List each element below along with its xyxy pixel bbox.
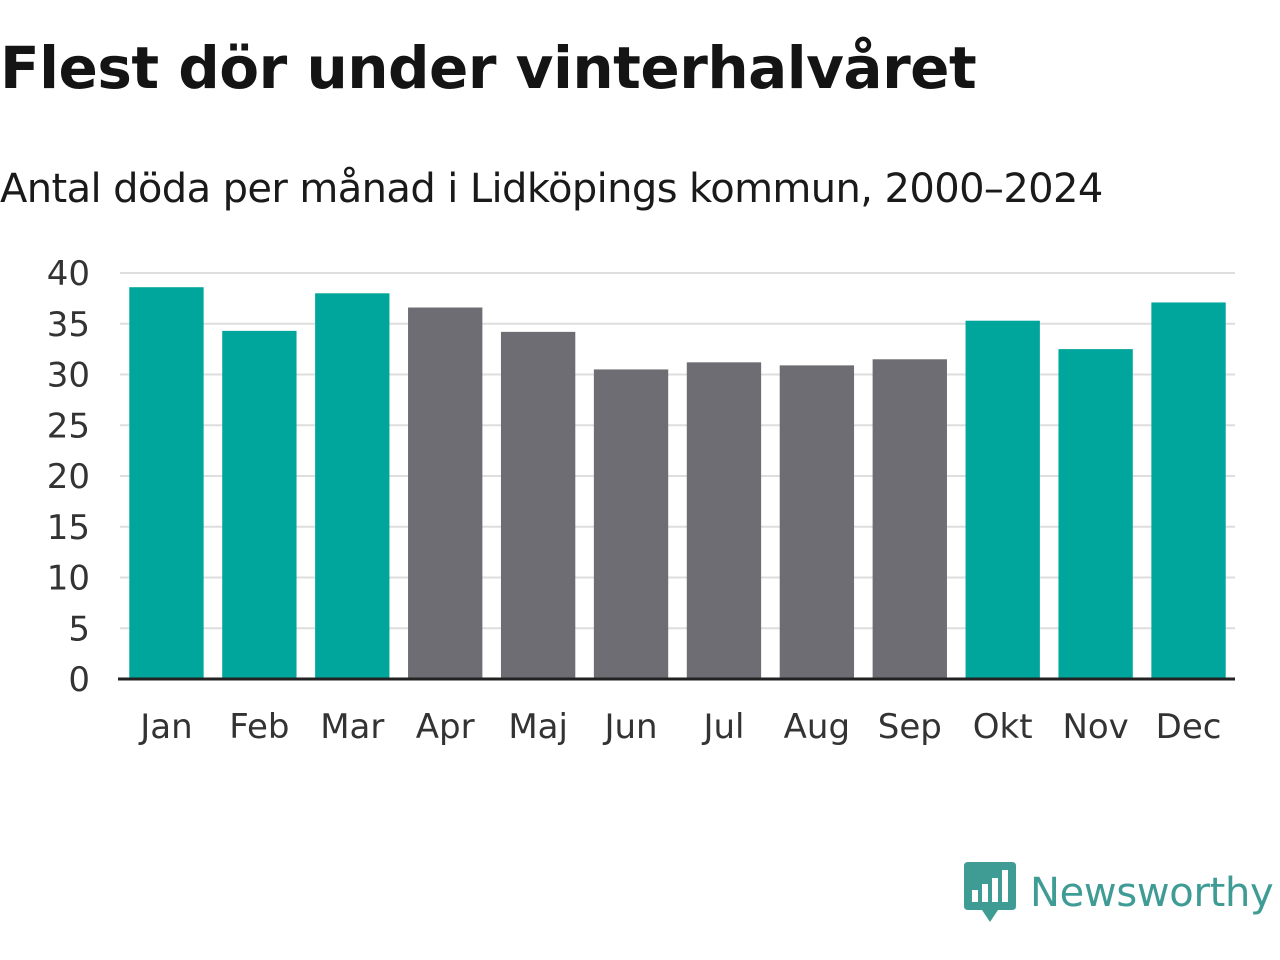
brand: Newsworthy [964, 862, 1274, 924]
x-axis-ticks: Jan Feb Mar Apr Maj Jun Jul Aug Sep Okt Nov Dec [138, 707, 1221, 747]
x-tick-label: Dec [1156, 707, 1222, 747]
y-tick-label: 30 [47, 356, 90, 396]
x-tick-label: Apr [416, 707, 475, 747]
bars [129, 287, 1226, 679]
bar-aug [779, 365, 855, 679]
bar-nov [1058, 349, 1133, 679]
x-tick-label: Okt [973, 707, 1033, 747]
x-tick-label: Mar [320, 707, 384, 747]
x-tick-label: Feb [229, 707, 289, 747]
bar-maj [500, 331, 576, 679]
chart-title: Flest dör under vinterhalvåret [0, 34, 977, 102]
y-tick-label: 0 [68, 660, 90, 700]
y-tick-label: 40 [47, 254, 90, 294]
newsworthy-logo-icon [964, 862, 1016, 922]
x-tick-label: Maj [508, 707, 568, 747]
y-tick-label: 25 [47, 406, 90, 446]
bar-mar [315, 293, 390, 679]
bar-sep [872, 359, 947, 679]
y-tick-label: 10 [47, 559, 90, 599]
bar-jan [129, 287, 204, 679]
y-tick-label: 35 [47, 305, 90, 345]
x-tick-label: Jan [138, 707, 192, 747]
x-tick-label: Jul [701, 707, 744, 747]
chart-subtitle: Antal döda per månad i Lidköpings kommun… [0, 166, 1103, 212]
bar-jun [593, 369, 669, 679]
y-axis-ticks: 0 5 10 15 20 25 30 35 40 [47, 254, 90, 700]
bar-apr [408, 307, 483, 679]
bar-dec [1151, 302, 1226, 679]
bar-feb [222, 330, 297, 679]
y-tick-label: 15 [47, 508, 90, 548]
brand-name: Newsworthy [1030, 870, 1274, 916]
x-tick-label: Sep [878, 707, 942, 747]
gridlines [120, 272, 1235, 630]
x-tick-label: Aug [784, 707, 850, 747]
x-tick-label: Jun [602, 707, 657, 747]
x-tick-label: Nov [1062, 707, 1128, 747]
bar-okt [965, 320, 1040, 679]
bar-jul [686, 362, 762, 679]
bar-chart: 0 5 10 15 20 25 30 35 40 Jan Feb Mar Apr Maj Jun Jul Au… [47, 254, 1235, 747]
y-tick-label: 5 [68, 609, 90, 649]
y-tick-label: 20 [47, 457, 90, 497]
